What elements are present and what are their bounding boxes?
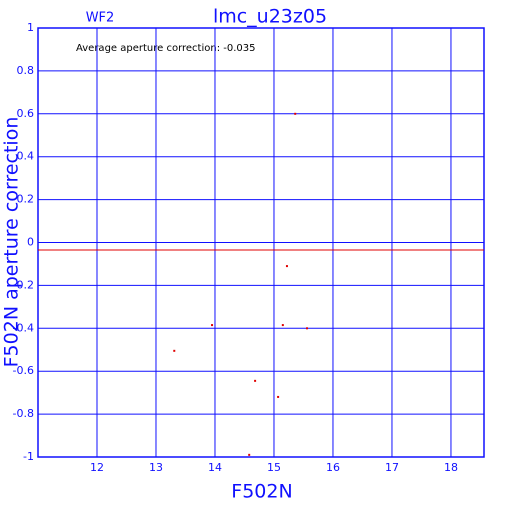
y-tick-label: -0.8 — [13, 407, 34, 420]
y-tick-label: -1 — [23, 450, 34, 463]
point — [211, 324, 214, 327]
x-tick-label: 13 — [149, 461, 163, 474]
y-tick-label: 1 — [27, 21, 34, 34]
x-tick-label: 14 — [208, 461, 222, 474]
annotation: Average aperture correction: -0.035 — [76, 43, 256, 54]
point — [254, 379, 257, 382]
x-tick-label: 12 — [90, 461, 104, 474]
y-tick-label: -0.2 — [13, 278, 34, 291]
chart-title: lmc_u23z05 — [213, 6, 327, 28]
y-axis-label: F502N aperture correction — [1, 117, 23, 368]
x-axis-label: F502N — [231, 481, 292, 503]
y-tick-label: 0.6 — [17, 107, 35, 120]
x-tick-label: 17 — [385, 461, 399, 474]
point — [277, 395, 280, 398]
point — [173, 349, 176, 352]
y-tick-label: 0.4 — [17, 150, 35, 163]
point — [248, 453, 251, 456]
y-tick-label: 0 — [27, 236, 34, 249]
plot-frame — [37, 27, 485, 458]
x-tick-label: 15 — [267, 461, 281, 474]
y-tick-label: -0.6 — [13, 364, 34, 377]
point — [281, 324, 284, 327]
point — [306, 327, 309, 330]
y-tick-label: -0.4 — [13, 321, 34, 334]
x-tick-label: 16 — [326, 461, 340, 474]
x-tick-label: 18 — [444, 461, 458, 474]
y-tick-label: 0.2 — [17, 193, 35, 206]
point — [294, 112, 297, 115]
y-tick-label: 0.8 — [17, 64, 35, 77]
chart-subtitle: WF2 — [86, 11, 115, 26]
point — [285, 265, 288, 268]
